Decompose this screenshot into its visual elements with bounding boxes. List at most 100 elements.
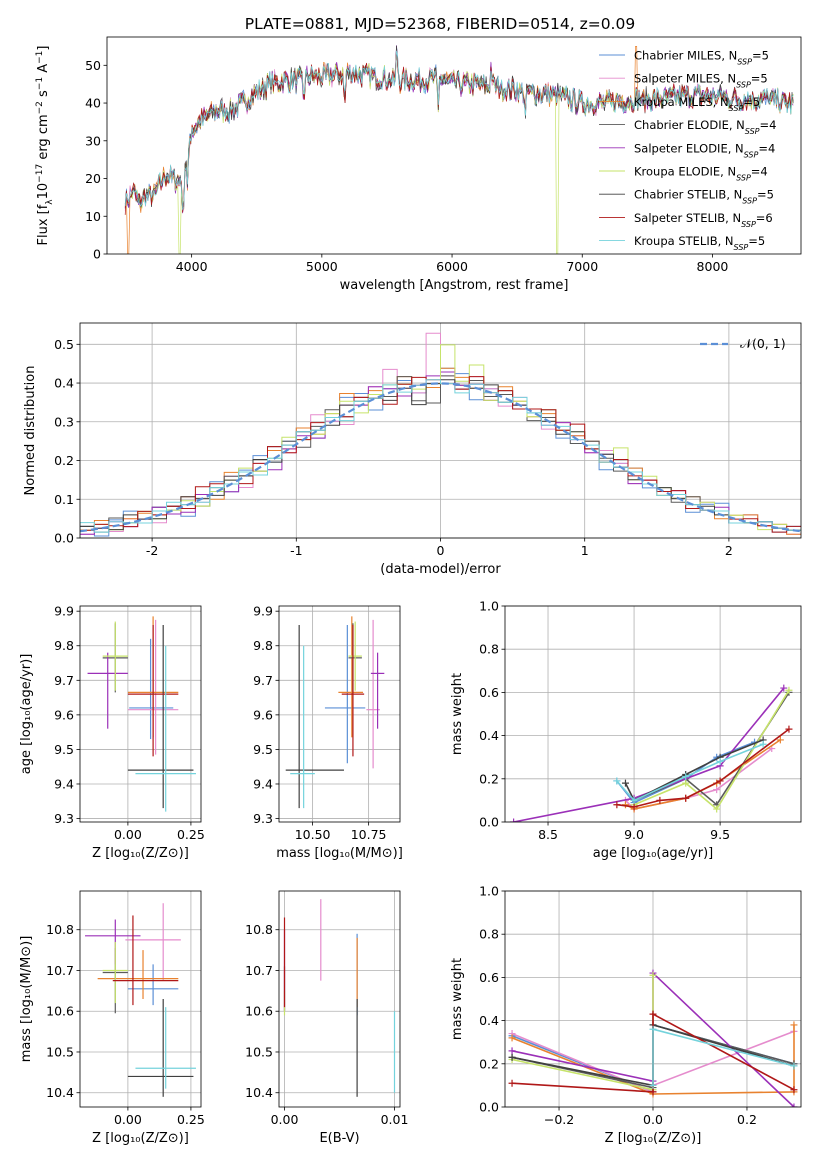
axes-frame xyxy=(504,890,802,1108)
legend-entry: Salpeter MILES, NSSP=5 xyxy=(634,72,768,90)
plot-area xyxy=(87,616,196,812)
legend-entry: Chabrier MILES, NSSP=5 xyxy=(634,49,769,67)
x-tick-label: 10.75 xyxy=(351,827,387,842)
data-point xyxy=(102,621,128,691)
axes-frame xyxy=(79,890,202,1108)
y-tick-label: 9.4 xyxy=(253,776,273,791)
legend-entry: Kroupa STELIB, NSSP=5 xyxy=(634,234,765,252)
y-tick-label: 0 xyxy=(93,247,101,262)
data-point xyxy=(127,999,194,1097)
y-tick-label: 9.6 xyxy=(253,707,273,722)
data-point xyxy=(127,625,179,757)
x-axis-label: Z [log₁₀(Z/Z⊙)] xyxy=(92,846,189,861)
y-tick-label: 10.4 xyxy=(46,1085,74,1100)
data-point xyxy=(127,964,179,1006)
x-tick-label: 0.2 xyxy=(737,1112,757,1127)
plot-area xyxy=(285,616,385,809)
y-tick-label: 0.0 xyxy=(479,1100,499,1115)
data-marker xyxy=(649,971,657,979)
spectrum-line xyxy=(124,50,794,211)
data-marker xyxy=(613,777,621,785)
y-tick-label: 0.1 xyxy=(54,492,74,507)
weight-vs-metallicity-panel: −0.2 0.0 0.2 0.0 0.2 0.4 0.6 0.8 1.0 Z [log₁₀(Z/Z… xyxy=(450,884,802,1146)
y-tick-label: 10.7 xyxy=(245,963,273,978)
y-tick-label: 0.2 xyxy=(479,1056,499,1071)
legend-entry: Kroupa MILES, NSSP=5 xyxy=(634,95,760,113)
plot-area xyxy=(508,969,798,1107)
y-axis-label: mass weight xyxy=(450,673,465,755)
data-point xyxy=(285,625,344,809)
axes-frame xyxy=(278,605,401,823)
y-tick-label: 9.5 xyxy=(253,742,273,757)
y-tick-label: 50 xyxy=(85,58,101,73)
x-tick-label: 0.01 xyxy=(381,1112,409,1127)
data-point xyxy=(370,652,385,729)
x-tick-label: 8000 xyxy=(697,259,729,274)
y-tick-label: 10.6 xyxy=(46,1004,74,1019)
data-point xyxy=(102,941,128,1004)
data-point xyxy=(127,625,194,809)
x-tick-label: 0.00 xyxy=(114,1112,142,1127)
x-tick-label: 0.00 xyxy=(114,827,142,842)
y-tick-label: 10.7 xyxy=(46,963,74,978)
y-tick-label: 0.2 xyxy=(479,771,499,786)
series-line xyxy=(513,687,785,822)
data-point xyxy=(125,903,181,981)
x-tick-label: 8.5 xyxy=(538,827,558,842)
data-point xyxy=(112,915,179,1006)
legend-entry: 𝒩(0, 1) xyxy=(740,336,786,351)
x-axis-label: wavelength [Angstrom, rest frame] xyxy=(340,278,569,293)
x-axis-label: age [log₁₀(age/yr)] xyxy=(593,846,714,861)
data-marker xyxy=(508,1047,516,1055)
x-tick-label: 9.0 xyxy=(624,827,644,842)
y-axis-label: mass [log₁₀(M/M⊙)] xyxy=(19,936,34,1063)
x-tick-label: 0.0 xyxy=(643,1112,663,1127)
data-marker xyxy=(716,758,724,766)
plot-area xyxy=(80,332,801,538)
data-marker xyxy=(508,1034,516,1042)
y-tick-label: 9.5 xyxy=(54,742,74,757)
x-tick-label: 0.00 xyxy=(271,1112,299,1127)
x-tick-label: 0 xyxy=(437,543,445,558)
data-marker xyxy=(713,805,721,813)
mass-vs-metallicity-panel: 0.00 0.25 10.4 10.5 10.6 10.7 10.8 Z [log₁₀(Z/Z… xyxy=(19,890,205,1146)
data-marker xyxy=(713,786,721,794)
y-tick-label: 30 xyxy=(85,133,101,148)
data-marker xyxy=(621,779,629,787)
data-marker xyxy=(508,1079,516,1087)
x-tick-label: 0.25 xyxy=(177,1112,205,1127)
data-point xyxy=(97,950,179,999)
legend-entry: Kroupa ELODIE, NSSP=4 xyxy=(634,165,768,183)
data-marker xyxy=(649,1081,657,1089)
x-tick-label: 2 xyxy=(725,543,733,558)
x-tick-label: 4000 xyxy=(176,259,208,274)
grid xyxy=(279,606,400,822)
y-tick-label: 9.9 xyxy=(54,604,74,619)
y-tick-label: 9.3 xyxy=(54,811,74,826)
plot-area xyxy=(85,903,196,1097)
data-marker xyxy=(716,777,724,785)
x-tick-label: 0.25 xyxy=(177,827,205,842)
x-tick-label: 9.5 xyxy=(710,827,730,842)
y-tick-label: 0.6 xyxy=(479,970,499,985)
y-tick-label: 0.8 xyxy=(479,642,499,657)
data-marker xyxy=(780,684,788,692)
residual-histogram-panel: -2 -1 0 1 2 0.0 0.1 0.2 0.3 0.4 0.5 (data-model)/er… xyxy=(23,322,802,577)
y-tick-label: 1.0 xyxy=(479,884,499,899)
y-tick-label: 9.4 xyxy=(54,776,74,791)
data-marker xyxy=(790,1021,798,1029)
data-point xyxy=(338,616,364,738)
y-tick-label: 10.8 xyxy=(245,922,273,937)
y-tick-label: 1.0 xyxy=(479,599,499,614)
data-marker xyxy=(630,803,638,811)
y-tick-label: 9.7 xyxy=(54,673,74,688)
data-marker xyxy=(613,801,621,809)
y-tick-label: 0.8 xyxy=(479,927,499,942)
y-tick-label: 9.9 xyxy=(253,604,273,619)
y-tick-label: 0.6 xyxy=(479,685,499,700)
x-axis-label: Z [log₁₀(Z/Z⊙)] xyxy=(605,1131,702,1146)
legend-entry: Salpeter ELODIE, NSSP=4 xyxy=(634,141,775,159)
data-point xyxy=(341,625,365,757)
plot-area xyxy=(124,45,794,254)
y-tick-label: 9.7 xyxy=(253,673,273,688)
